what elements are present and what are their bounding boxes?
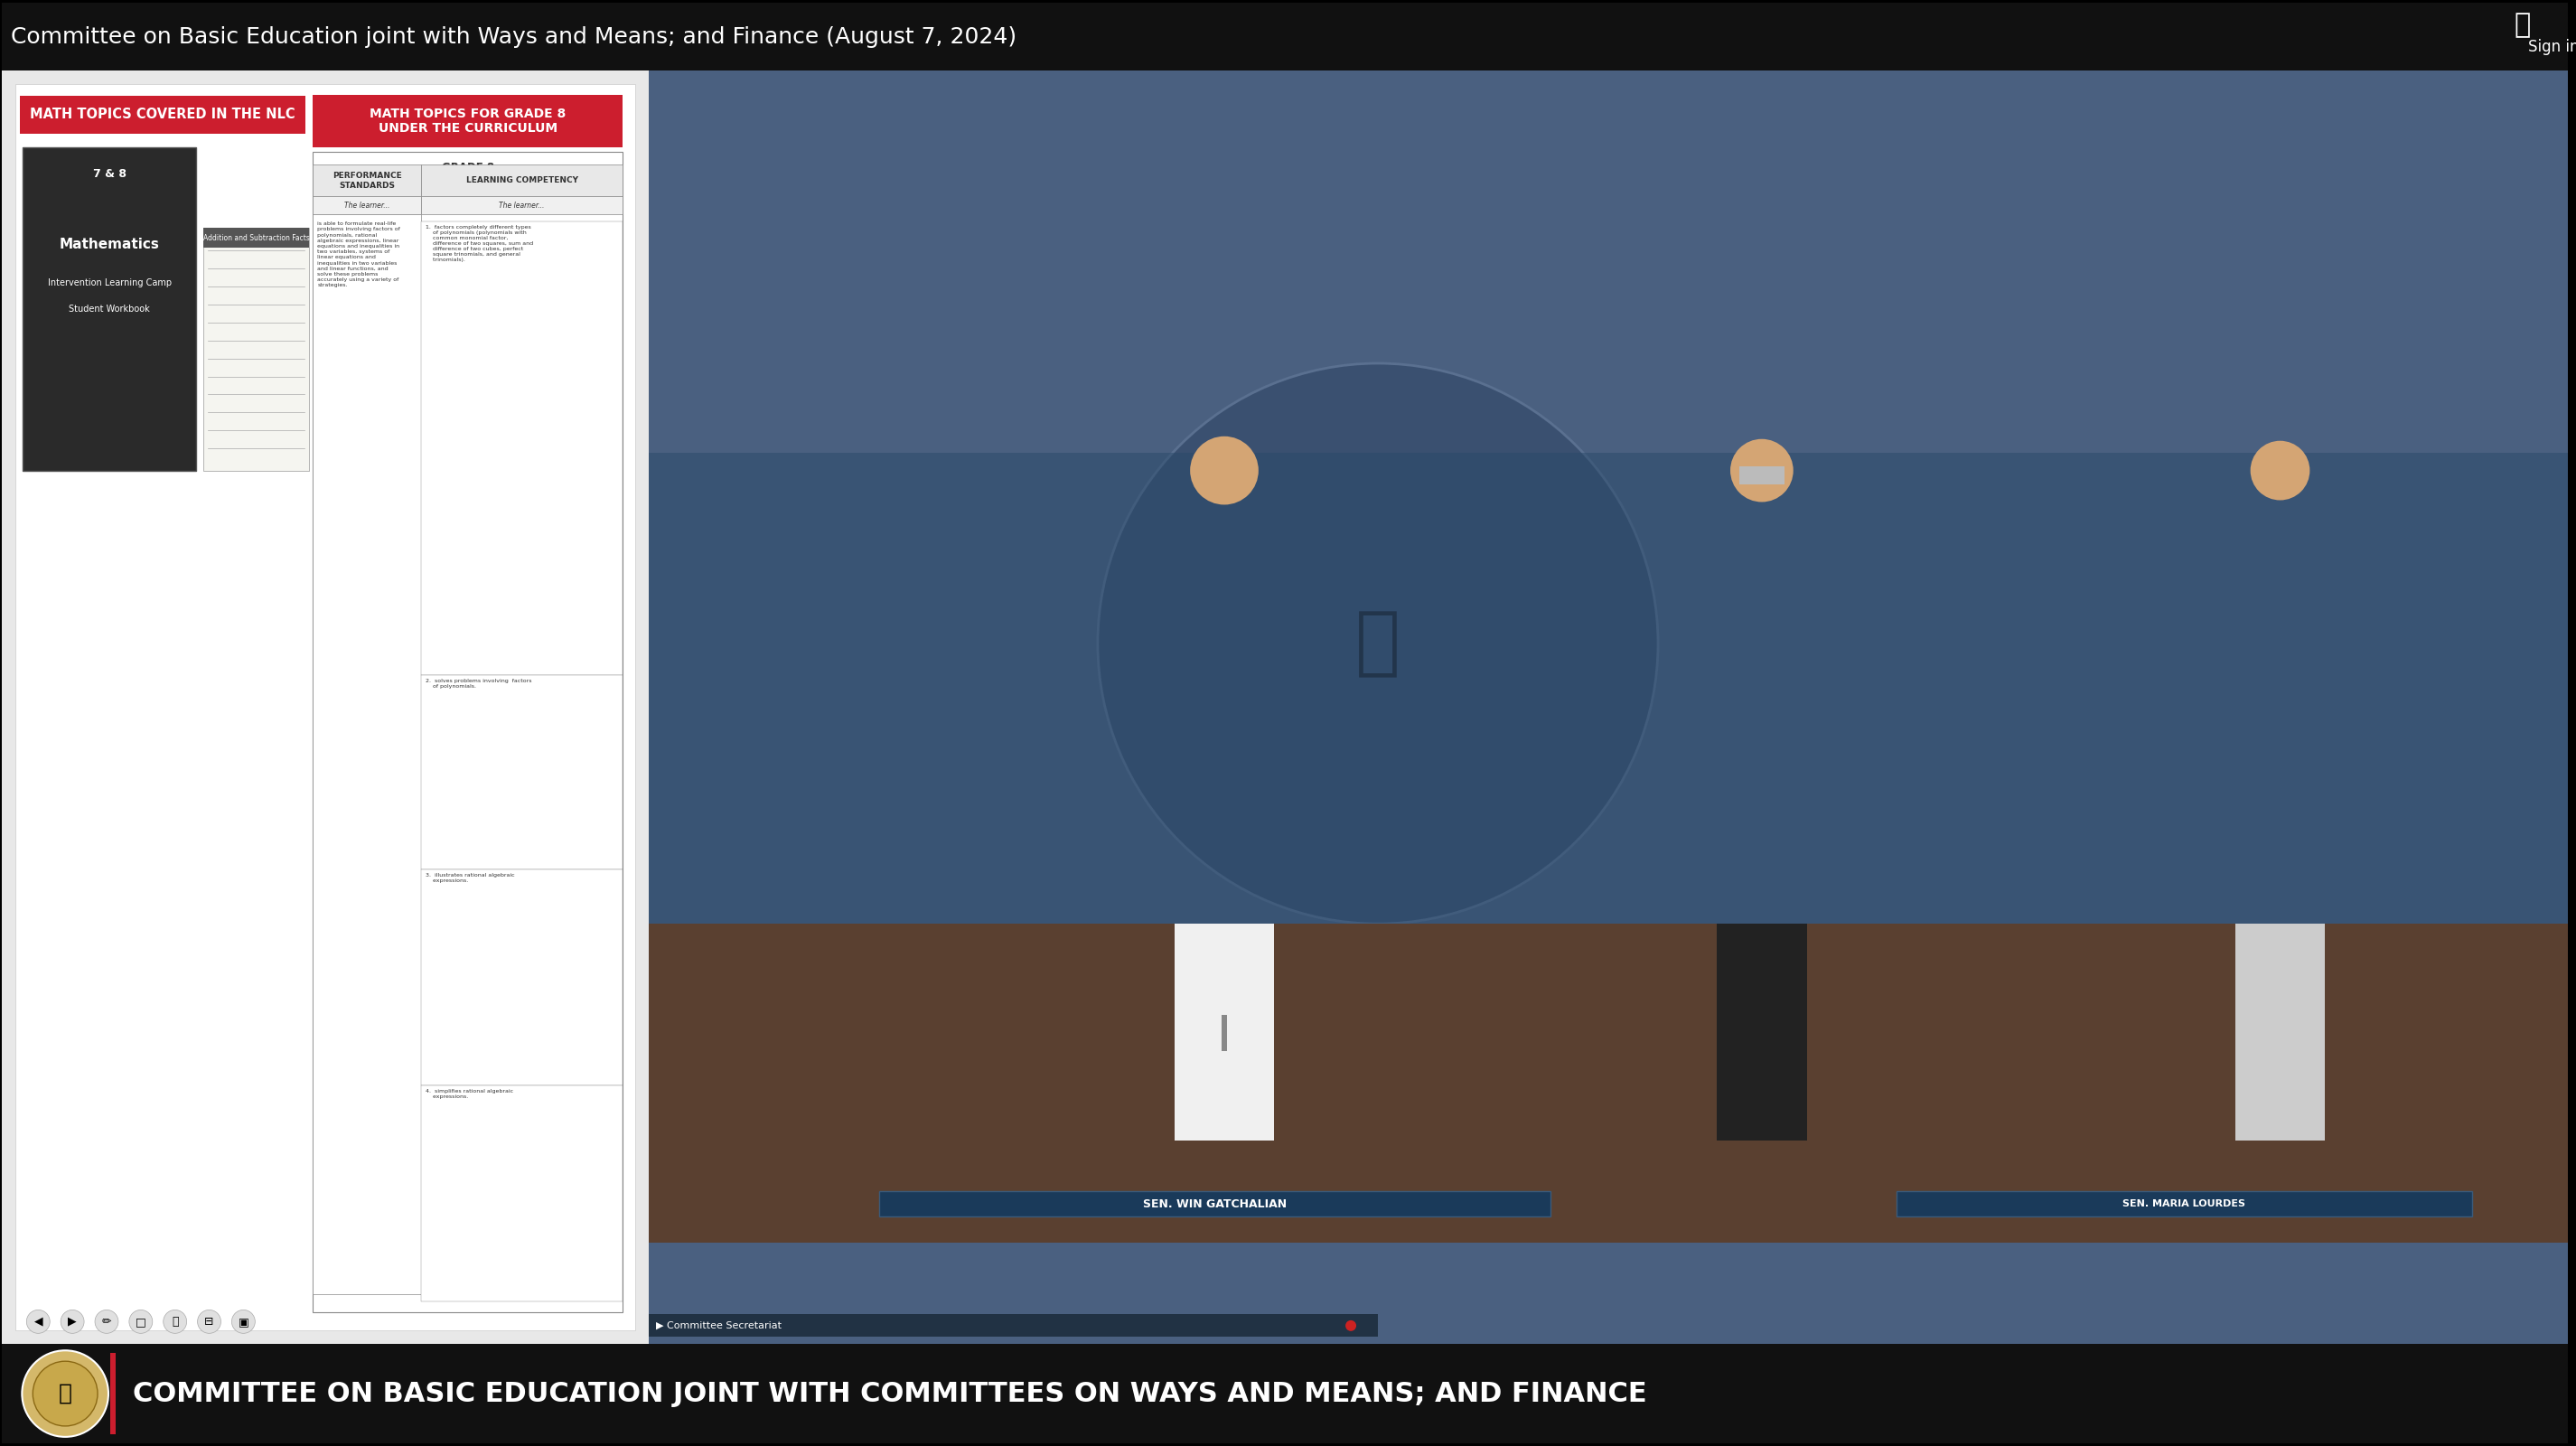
Text: ▶: ▶ <box>67 1316 77 1327</box>
Bar <box>3 71 649 1345</box>
Bar <box>312 214 422 1294</box>
Bar <box>312 197 422 214</box>
Bar <box>204 228 309 471</box>
Bar <box>422 1086 623 1301</box>
Text: SEN. MARIA LOURDES: SEN. MARIA LOURDES <box>2123 1200 2246 1209</box>
Bar <box>422 869 623 1086</box>
Text: 🦅: 🦅 <box>59 1382 72 1404</box>
Bar <box>422 675 623 869</box>
Circle shape <box>2251 441 2311 500</box>
Text: MATH TOPICS FOR GRADE 8
UNDER THE CURRICULUM: MATH TOPICS FOR GRADE 8 UNDER THE CURRIC… <box>368 107 567 134</box>
Bar <box>1716 924 1806 1141</box>
Circle shape <box>129 1310 152 1333</box>
Bar <box>1739 466 1785 484</box>
Text: 3.  illustrates rational algebraic
    expressions.: 3. illustrates rational algebraic expres… <box>425 873 515 884</box>
Bar <box>2236 924 2326 1141</box>
Text: The learner...: The learner... <box>500 201 544 210</box>
Bar <box>204 228 309 247</box>
Circle shape <box>232 1310 255 1333</box>
Circle shape <box>1345 1320 1355 1332</box>
Text: Student Workbook: Student Workbook <box>70 305 149 314</box>
Text: ✏: ✏ <box>103 1316 111 1327</box>
Text: ◀: ◀ <box>33 1316 44 1327</box>
Bar <box>649 1314 1378 1338</box>
Bar <box>422 221 623 675</box>
Text: □: □ <box>137 1316 147 1327</box>
Text: COMMITTEE ON BASIC EDUCATION JOINT WITH COMMITTEES ON WAYS AND MEANS; AND FINANC: COMMITTEE ON BASIC EDUCATION JOINT WITH … <box>134 1381 1646 1407</box>
Bar <box>312 94 623 147</box>
Text: GRADE 8: GRADE 8 <box>440 162 495 174</box>
Bar <box>3 3 2568 71</box>
Bar <box>1221 1015 1226 1051</box>
Bar <box>21 95 304 133</box>
Circle shape <box>62 1310 85 1333</box>
Text: 🕐: 🕐 <box>2514 12 2530 39</box>
Bar <box>649 453 2568 962</box>
Text: Committee on Basic Education joint with Ways and Means; and Finance (August 7, 2: Committee on Basic Education joint with … <box>10 26 1018 48</box>
Circle shape <box>1731 440 1793 502</box>
Circle shape <box>1190 437 1260 505</box>
Circle shape <box>26 1310 49 1333</box>
Text: 1.  factors completely different types
    of polynomials (polynomials with
    : 1. factors completely different types of… <box>425 226 533 262</box>
Circle shape <box>162 1310 185 1333</box>
Bar <box>111 1353 116 1434</box>
Bar <box>312 152 623 1313</box>
Text: MATH TOPICS COVERED IN THE NLC: MATH TOPICS COVERED IN THE NLC <box>31 107 296 121</box>
Text: ▶ Committee Secretariat: ▶ Committee Secretariat <box>654 1322 781 1330</box>
Bar <box>422 165 623 197</box>
Text: Intervention Learning Camp: Intervention Learning Camp <box>46 279 173 288</box>
Text: Sign in: Sign in <box>2527 39 2576 55</box>
Text: 7 & 8: 7 & 8 <box>93 168 126 179</box>
Text: PERFORMANCE
STANDARDS: PERFORMANCE STANDARDS <box>332 172 402 189</box>
Bar <box>422 197 623 214</box>
Text: Mathematics: Mathematics <box>59 237 160 250</box>
Text: 2.  solves problems involving  factors
    of polynomials.: 2. solves problems involving factors of … <box>425 678 531 688</box>
Circle shape <box>198 1310 222 1333</box>
Bar <box>15 84 634 1330</box>
Circle shape <box>1097 363 1659 924</box>
Circle shape <box>33 1361 98 1426</box>
Text: 4.  simplifies rational algebraic
    expressions.: 4. simplifies rational algebraic express… <box>425 1089 513 1099</box>
Text: Addition and Subtraction Facts: Addition and Subtraction Facts <box>204 234 309 241</box>
Bar <box>23 147 196 471</box>
Text: LEARNING COMPETENCY: LEARNING COMPETENCY <box>466 176 577 185</box>
Text: is able to formulate real-life
problems involving factors of
polynomials, ration: is able to formulate real-life problems … <box>317 221 399 288</box>
Text: 🔍: 🔍 <box>173 1316 178 1327</box>
Bar <box>649 71 2568 1345</box>
Text: 🔵: 🔵 <box>1355 607 1401 680</box>
Bar <box>1175 924 1273 1141</box>
Bar <box>878 1192 1551 1216</box>
Text: ▣: ▣ <box>237 1316 250 1327</box>
Circle shape <box>95 1310 118 1333</box>
Text: The learner...: The learner... <box>345 201 389 210</box>
Bar <box>3 1345 2568 1443</box>
Bar <box>312 165 422 197</box>
Bar <box>649 924 2568 1242</box>
Circle shape <box>23 1351 108 1437</box>
Text: SEN. WIN GATCHALIAN: SEN. WIN GATCHALIAN <box>1144 1199 1285 1210</box>
Bar <box>1896 1192 2473 1216</box>
Text: ⊟: ⊟ <box>204 1316 214 1327</box>
